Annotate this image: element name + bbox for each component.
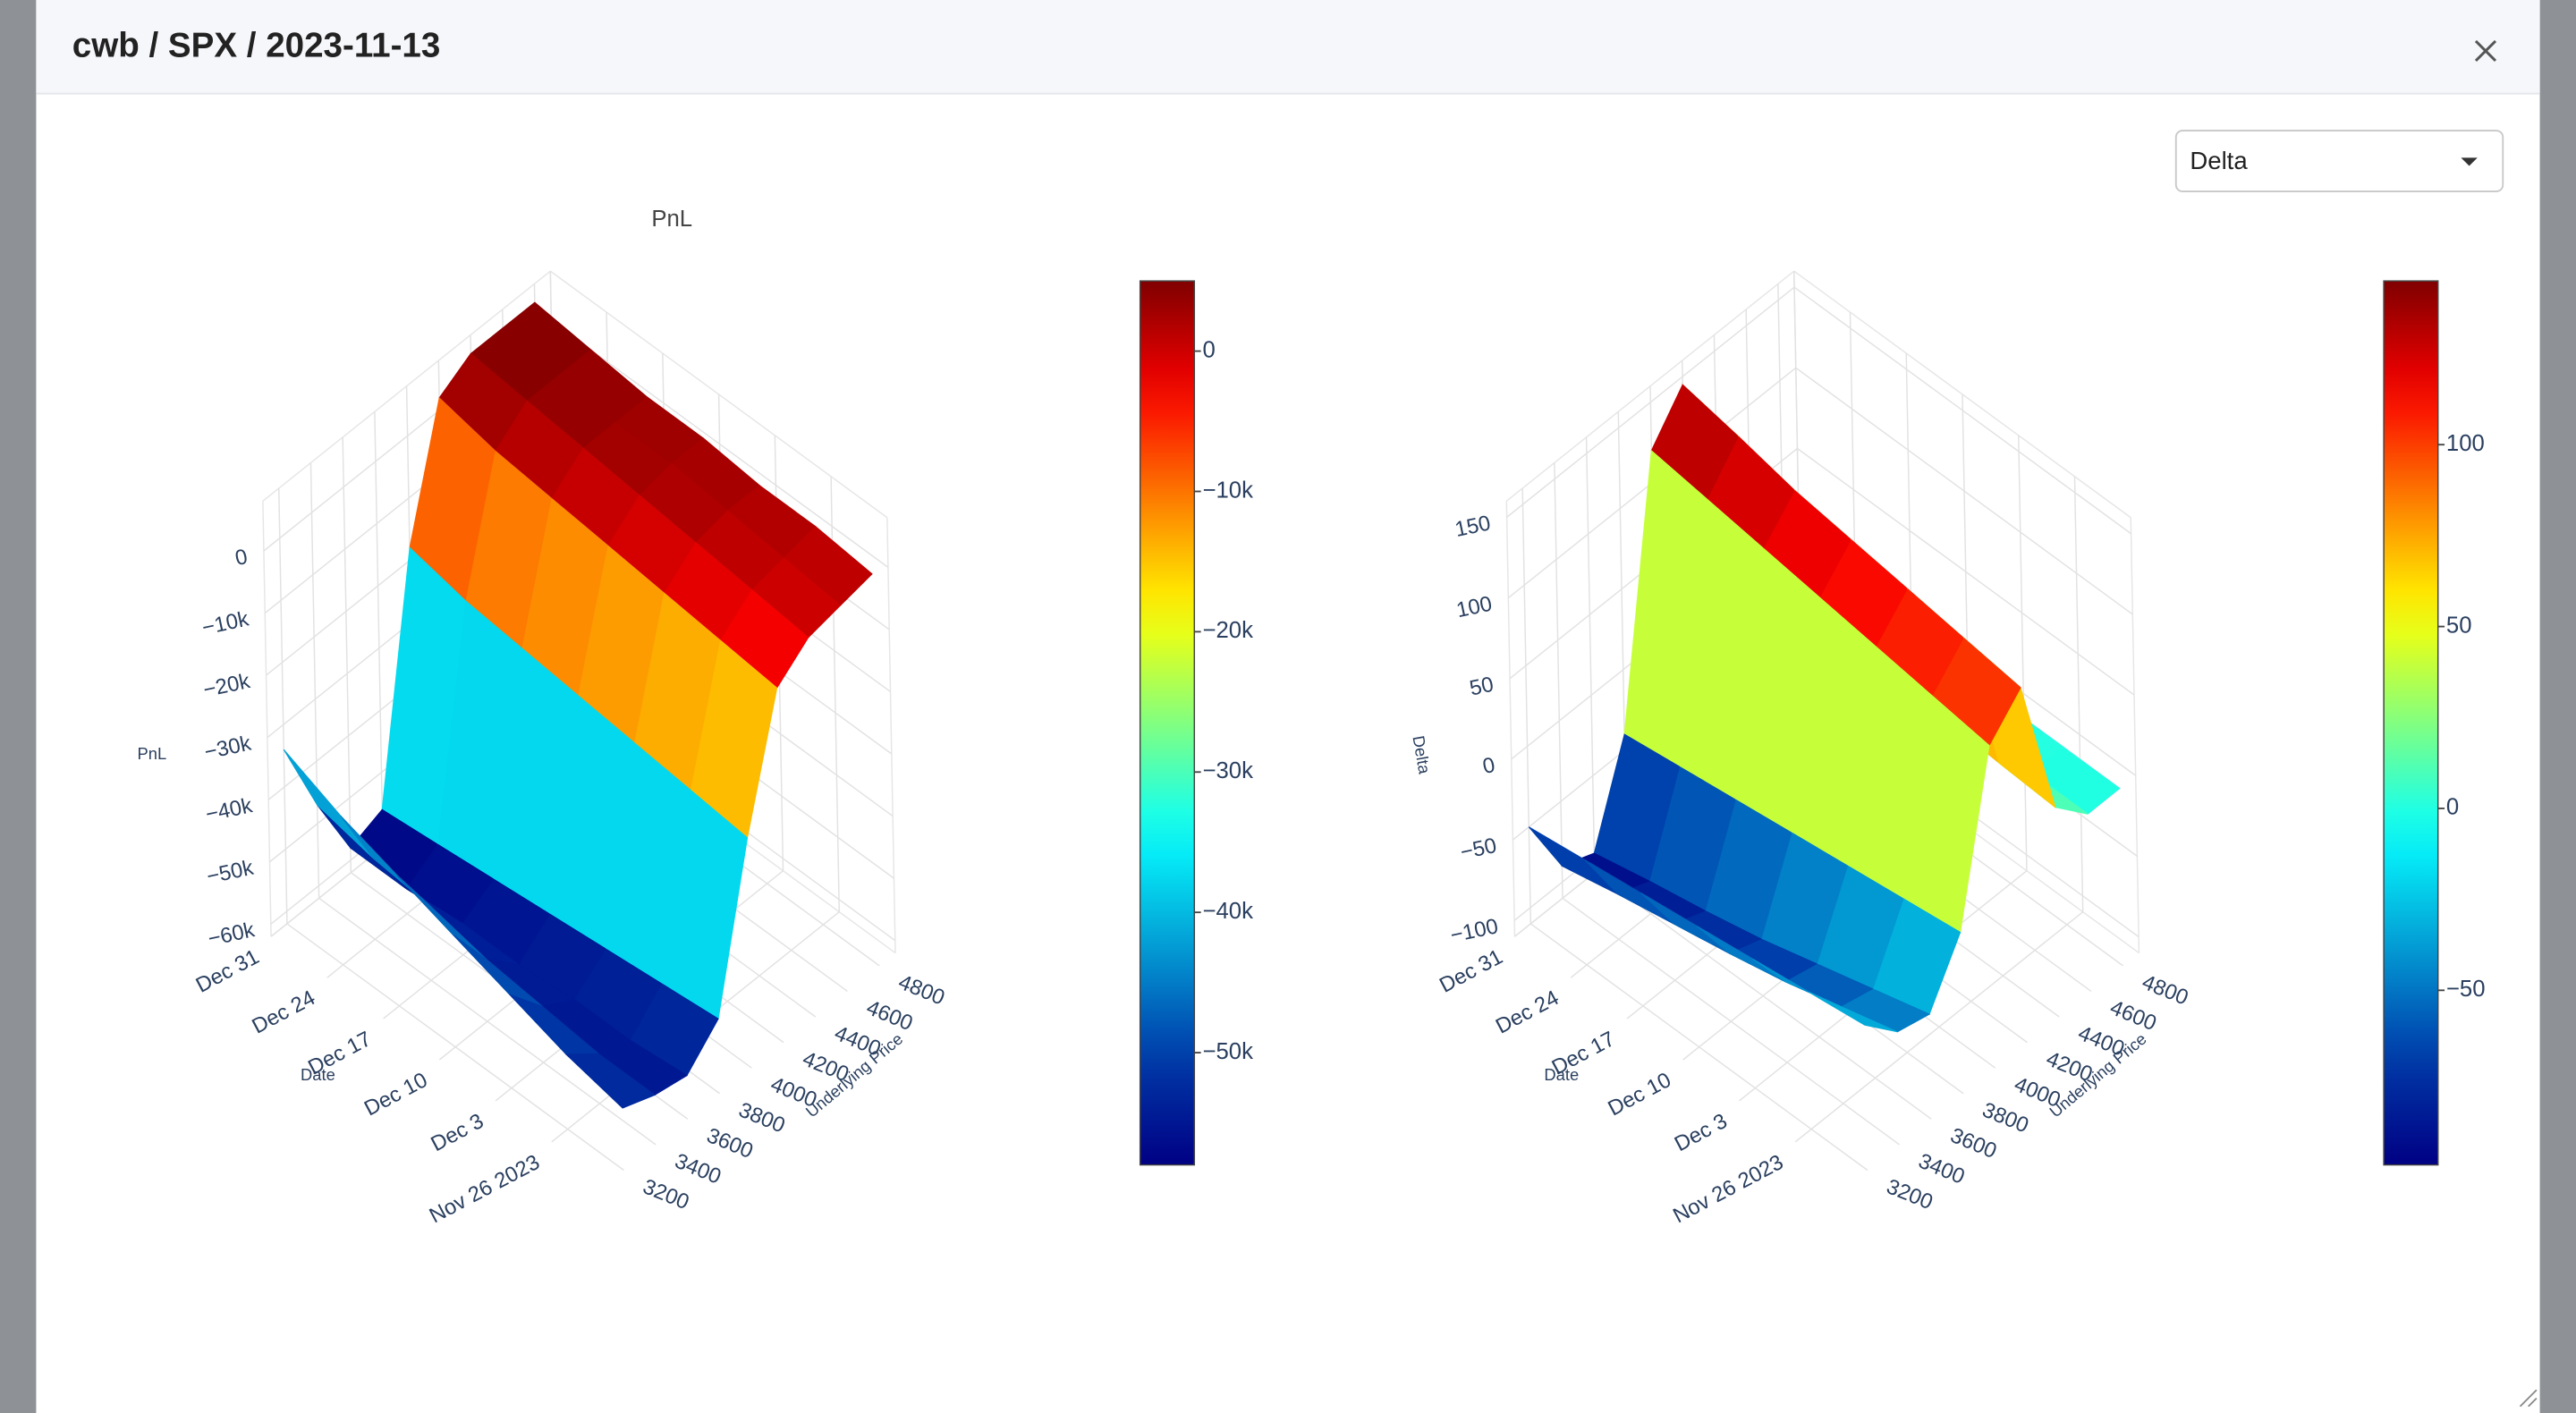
- surface-patch: [1808, 991, 1898, 1033]
- colorbar-tick-label: 0: [1202, 337, 1215, 362]
- box-edge: [2130, 517, 2140, 953]
- grid-line: [550, 320, 889, 568]
- z-tick-label: 0: [1480, 753, 1497, 779]
- grid-line: [1585, 436, 1596, 873]
- chart-title: PnL: [651, 207, 692, 232]
- grid-line: [374, 411, 384, 848]
- z-axis-title: PnL: [138, 744, 167, 763]
- grid-line: [1797, 447, 2135, 696]
- resize-handle: [2519, 1389, 2538, 1408]
- grid-line: [2073, 476, 2084, 912]
- colorbar: [2383, 280, 2439, 1166]
- grid-line: [1794, 911, 2084, 1143]
- box-edge: [1505, 501, 1516, 937]
- y-axis-title: Date: [1544, 1065, 1579, 1084]
- grid-line: [342, 436, 352, 873]
- y-axis-title: Date: [301, 1065, 335, 1084]
- grid-line: [1506, 286, 1795, 518]
- colorbar-tick-label: 100: [2446, 431, 2485, 456]
- colorbar-tick-label: −30k: [1202, 758, 1253, 783]
- grid-line: [2018, 435, 2028, 871]
- colorbar-tick-label: −50k: [1202, 1039, 1253, 1064]
- colorbar: [1139, 280, 1196, 1166]
- colorbar-tick-label: 0: [2446, 795, 2459, 820]
- grid-line: [1521, 488, 1532, 924]
- colorbar-tick-label: −50: [2446, 977, 2486, 1002]
- z-tick-label: 0: [233, 545, 250, 571]
- surface-patch: [564, 1053, 657, 1109]
- grid-line: [1795, 367, 2133, 615]
- grid-line: [309, 462, 320, 899]
- box-edge: [262, 270, 551, 502]
- z-tick-label: 50: [1468, 673, 1496, 701]
- colorbar-tick-label: −40k: [1202, 899, 1253, 924]
- box-edge: [262, 501, 272, 937]
- dropdown[interactable]: Delta: [2174, 130, 2504, 192]
- modal-header: [36, 0, 2540, 94]
- grid-line: [278, 488, 288, 924]
- grid-line: [1554, 462, 1563, 899]
- colorbar-tick-label: −10k: [1202, 478, 1253, 503]
- colorbar-tick-label: −20k: [1202, 618, 1253, 643]
- colorbar-tick-label: 50: [2446, 613, 2472, 638]
- grid-line: [1793, 286, 2132, 535]
- close-button[interactable]: [2474, 39, 2497, 63]
- box-edge: [886, 517, 896, 953]
- dropdown-value: Delta: [2190, 147, 2248, 174]
- modal-title: cwb / SPX / 2023-11-13: [72, 26, 441, 64]
